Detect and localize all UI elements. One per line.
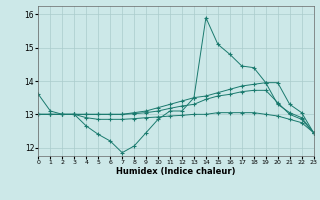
X-axis label: Humidex (Indice chaleur): Humidex (Indice chaleur) bbox=[116, 167, 236, 176]
